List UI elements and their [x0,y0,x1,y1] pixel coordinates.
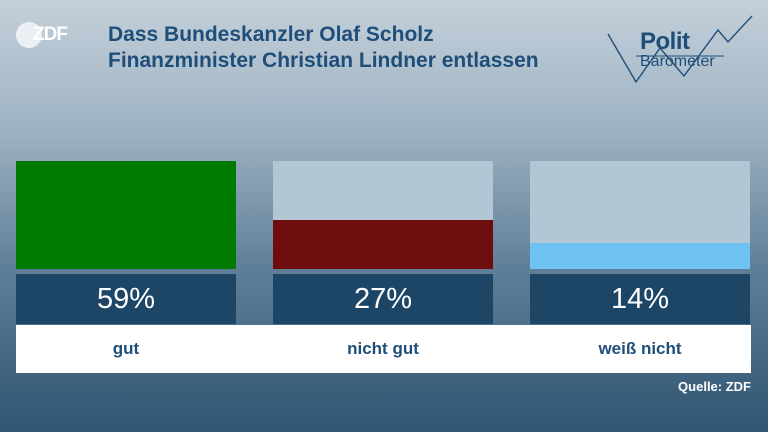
bar [273,220,493,269]
bar-track [273,161,493,269]
chart-title-line1: Dass Bundeskanzler Olaf Scholz [108,23,434,46]
brand-polit: Polit [640,28,690,55]
politbarometer-logo: Polit Barometer [600,12,756,88]
bar [16,161,236,269]
source-note: Quelle: ZDF [678,379,751,394]
category-label: gut [112,339,140,358]
category-label: weiß nicht [598,339,682,358]
bar-column: 59% [16,161,236,324]
bar [530,243,750,269]
zdf-logo-circle-icon [16,22,42,48]
category-label-row: gut nicht gut weiß nicht [16,325,751,373]
zdf-logo-text: ZDF [33,24,68,45]
bar-value-label: 14% [530,274,750,324]
brand-barometer: Barometer [640,53,715,70]
politbarometer-zigzag-icon [607,15,753,84]
bar-value-label: 59% [16,274,236,324]
bar-track [530,161,750,269]
bar-column: 14% [530,161,750,324]
bar-column: 27% [273,161,493,324]
chart-title: Dass Bundeskanzler Olaf Scholz Finanzmin… [108,22,588,74]
zdf-logo: ZDF [16,22,78,52]
category-label: nicht gut [347,339,419,358]
bar-track [16,161,236,269]
chart-title-line2: Finanzminister Christian Lindner entlass… [108,49,539,72]
bar-value-label: 27% [273,274,493,324]
